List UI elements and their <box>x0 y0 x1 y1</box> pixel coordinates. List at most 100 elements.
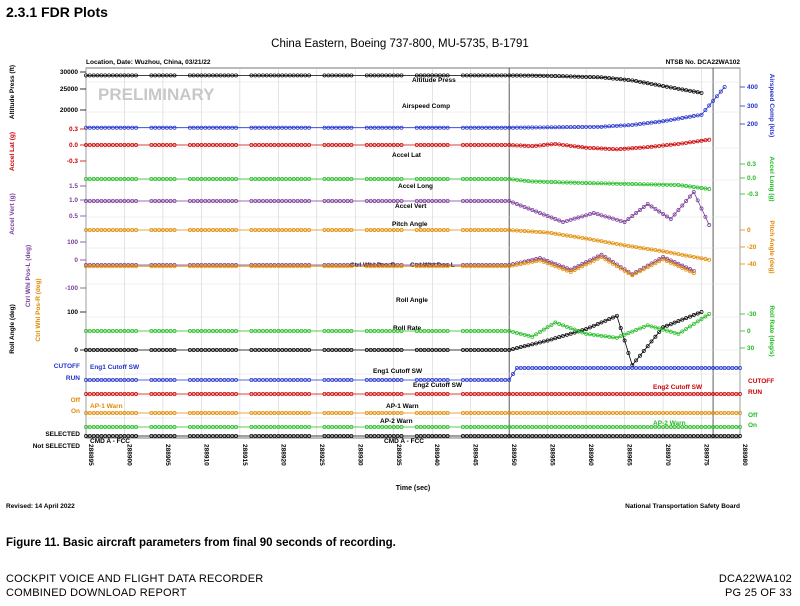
series-point <box>222 125 227 130</box>
series-point <box>276 425 281 429</box>
series-point <box>341 199 346 203</box>
series-point <box>668 250 673 255</box>
series-point <box>253 348 258 352</box>
series-point <box>341 329 346 333</box>
series-point <box>441 177 446 181</box>
series-point <box>484 263 489 267</box>
series-point <box>611 366 615 370</box>
series-point <box>118 348 123 352</box>
series-point <box>664 425 669 429</box>
series-point <box>230 348 235 352</box>
series-point <box>680 366 685 370</box>
series-point <box>718 366 723 370</box>
x-tick-label: 288940 <box>433 444 440 466</box>
series-point <box>214 143 219 147</box>
series-point <box>307 329 312 333</box>
series-point <box>253 264 258 269</box>
series-point <box>160 425 165 429</box>
series-point <box>672 411 677 415</box>
series-point <box>391 425 396 429</box>
series-point <box>657 366 662 370</box>
series-point <box>568 434 573 438</box>
series-label: Altitude Press <box>412 77 456 84</box>
series-point <box>480 378 485 382</box>
series-point <box>580 411 585 415</box>
series-point <box>384 143 389 147</box>
series-point <box>649 204 654 209</box>
series-point <box>514 411 519 415</box>
series-point <box>730 434 735 438</box>
series-point <box>195 263 200 267</box>
series-point <box>699 112 704 117</box>
series-point <box>395 434 400 438</box>
series-point <box>230 392 235 396</box>
series-point <box>268 348 273 352</box>
series-point <box>372 125 377 130</box>
series-point <box>222 329 227 333</box>
series-point <box>168 264 173 269</box>
series-point <box>149 378 154 382</box>
series-point <box>695 139 700 144</box>
series-point <box>561 267 565 271</box>
series-line <box>86 256 694 276</box>
series-point <box>149 73 154 78</box>
series-point <box>534 341 539 346</box>
series-point <box>538 258 542 263</box>
series-point <box>322 125 327 130</box>
series-point <box>153 228 158 232</box>
series-point <box>707 103 712 108</box>
series-point <box>195 434 200 438</box>
series-point <box>603 318 608 323</box>
series-point <box>157 263 162 267</box>
series-point <box>226 177 231 181</box>
series-point <box>253 434 258 438</box>
series-point <box>611 392 615 396</box>
series-point <box>337 263 342 267</box>
series-point <box>264 143 269 147</box>
series-point <box>522 366 527 370</box>
series-point <box>522 125 527 130</box>
series-point <box>564 366 569 370</box>
series-point <box>218 264 223 269</box>
series-point <box>349 378 354 382</box>
series-point <box>503 125 508 130</box>
series-point <box>530 259 535 264</box>
series-point <box>341 434 346 438</box>
series-point <box>214 125 219 130</box>
series-point <box>322 199 327 203</box>
series-point <box>526 425 531 429</box>
series-point <box>110 411 115 415</box>
series-point <box>688 425 692 429</box>
series-point <box>399 425 404 429</box>
series-point <box>634 211 639 215</box>
series-point <box>461 73 465 78</box>
series-point <box>84 378 88 382</box>
series-point <box>707 137 712 142</box>
series-point <box>568 331 573 336</box>
series-point <box>461 425 465 429</box>
series-point <box>503 348 508 352</box>
series-point <box>226 263 231 267</box>
series-point <box>149 143 154 147</box>
footer-left-line-2: COMBINED DOWNLOAD REPORT <box>6 587 187 599</box>
series-point <box>572 327 577 332</box>
series-point <box>426 264 431 269</box>
series-point <box>464 199 469 203</box>
series-point <box>110 199 115 203</box>
series-point <box>576 74 581 79</box>
series-point <box>87 264 92 269</box>
series-point <box>391 392 396 396</box>
series-point <box>441 228 446 232</box>
series-point <box>272 264 277 269</box>
series-point <box>703 392 708 396</box>
series-point <box>695 366 700 370</box>
series-point <box>249 199 254 203</box>
series-point <box>399 228 404 232</box>
right-axis-label: Accel Long (g) <box>768 156 775 201</box>
series-point <box>661 425 666 429</box>
series-point <box>487 199 492 203</box>
discrete-label-left: SELECTED <box>45 431 80 438</box>
series-point <box>99 378 104 382</box>
series-point <box>122 143 127 147</box>
series-point <box>526 179 531 184</box>
